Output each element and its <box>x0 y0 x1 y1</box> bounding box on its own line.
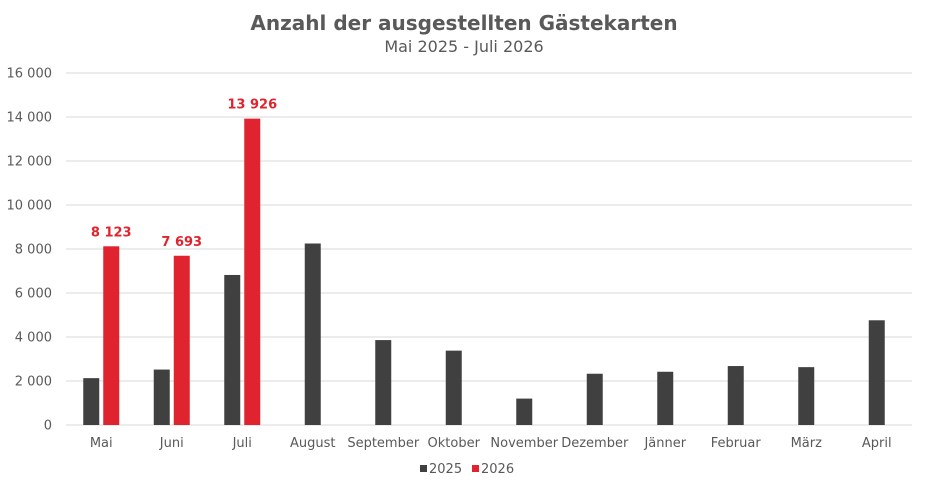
bar-2025-mai <box>83 378 100 425</box>
chart-title: Anzahl der ausgestellten Gästekarten <box>250 11 677 35</box>
bar-2025-november <box>516 398 533 425</box>
y-tick-label: 10 000 <box>7 199 53 214</box>
bar-2026-juli <box>244 118 261 426</box>
chart-subtitle: Mai 2025 - Juli 2026 <box>384 37 543 56</box>
y-axis-ticks: 0 2 000 4 000 6 000 8 000 10 000 12 000 14 000 1… <box>7 67 53 434</box>
y-tick-label: 16 000 <box>7 67 53 82</box>
data-label: 13 926 <box>227 98 277 113</box>
bar-2026-juni <box>173 255 190 425</box>
x-category-label: Dezember <box>561 436 629 451</box>
x-category-label: Jänner <box>643 436 686 451</box>
y-tick-label: 2 000 <box>15 375 52 390</box>
bar-2025-oktober <box>445 350 462 425</box>
legend-label-2025: 2025 <box>429 462 462 477</box>
bar-2025-september <box>375 340 392 425</box>
legend-label-2026: 2026 <box>481 462 514 477</box>
x-category-label: Juli <box>232 436 252 451</box>
x-category-label: Februar <box>711 436 762 451</box>
x-category-label: Oktober <box>428 436 481 451</box>
bar-2025-dezember <box>586 373 603 425</box>
data-labels: 8 123 7 693 13 926 <box>91 98 277 250</box>
y-tick-label: 8 000 <box>15 243 52 258</box>
y-tick-label: 0 <box>44 419 52 434</box>
x-category-label: März <box>791 436 823 451</box>
bar-2025-märz <box>798 367 815 425</box>
x-category-label: August <box>290 436 336 451</box>
legend-swatch-2025 <box>420 465 427 472</box>
bar-2025-juli <box>224 274 241 425</box>
bar-2025-jänner <box>657 371 674 425</box>
data-label: 7 693 <box>161 235 202 250</box>
x-axis-categories: Mai Juni Juli August September Oktober Novembe… <box>90 436 892 451</box>
bar-2026-mai <box>103 246 120 425</box>
x-category-label: Juni <box>159 436 184 451</box>
data-label: 8 123 <box>91 225 132 240</box>
gridlines <box>66 72 912 426</box>
x-category-label: November <box>490 436 558 451</box>
y-tick-label: 14 000 <box>7 111 53 126</box>
bar-2025-juni <box>153 369 170 425</box>
y-tick-label: 6 000 <box>15 287 52 302</box>
bar-2025-august <box>304 243 321 425</box>
bars <box>83 118 885 426</box>
legend: 2025 2026 <box>420 462 514 477</box>
bar-2025-april <box>868 320 885 425</box>
x-category-label: April <box>862 436 892 451</box>
x-category-label: September <box>347 436 420 451</box>
y-tick-label: 4 000 <box>15 331 52 346</box>
x-category-label: Mai <box>90 436 113 451</box>
legend-swatch-2026 <box>472 465 479 472</box>
bar-2025-februar <box>727 366 744 425</box>
y-tick-label: 12 000 <box>7 155 53 170</box>
